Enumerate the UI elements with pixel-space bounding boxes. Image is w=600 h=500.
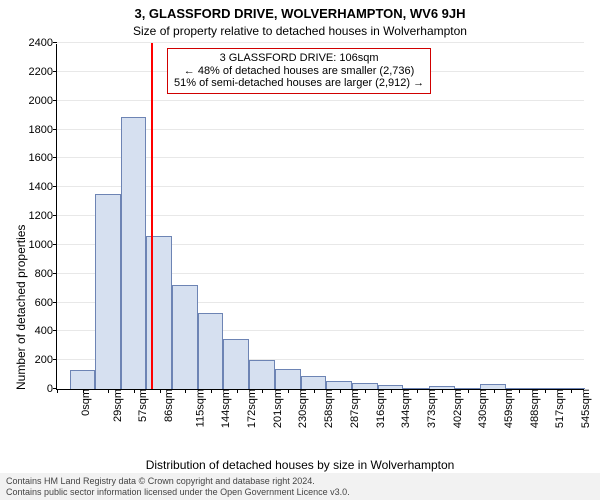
xtick-label: 201sqm bbox=[268, 389, 284, 428]
x-axis-label: Distribution of detached houses by size … bbox=[0, 458, 600, 472]
ytick-label: 2200 bbox=[29, 66, 57, 78]
ytick-label: 2400 bbox=[29, 37, 57, 49]
xtick-mark bbox=[211, 389, 212, 393]
xtick-mark bbox=[519, 389, 520, 393]
xtick-label: 517sqm bbox=[550, 389, 566, 428]
xtick-mark bbox=[288, 389, 289, 393]
xtick-mark bbox=[442, 389, 443, 393]
xtick-mark bbox=[262, 389, 263, 393]
xtick-mark bbox=[340, 389, 341, 393]
histogram-bar bbox=[249, 360, 275, 389]
xtick-label: 230sqm bbox=[294, 389, 310, 428]
ytick-label: 600 bbox=[35, 297, 57, 309]
xtick-label: 144sqm bbox=[217, 389, 233, 428]
histogram-bar bbox=[70, 370, 95, 389]
y-axis-label: Number of detached properties bbox=[14, 225, 28, 390]
xtick-label: 29sqm bbox=[108, 389, 124, 422]
histogram-bar bbox=[172, 285, 198, 389]
xtick-mark bbox=[237, 389, 238, 393]
annotation-line-2: ← 48% of detached houses are smaller (2,… bbox=[174, 65, 424, 78]
xtick-label: 316sqm bbox=[371, 389, 387, 428]
xtick-mark bbox=[83, 389, 84, 393]
xtick-mark bbox=[417, 389, 418, 393]
xtick-label: 488sqm bbox=[525, 389, 541, 428]
ytick-label: 1000 bbox=[29, 239, 57, 251]
histogram-bar bbox=[223, 339, 249, 389]
xtick-mark bbox=[391, 389, 392, 393]
histogram-bar bbox=[301, 376, 326, 389]
histogram-bar bbox=[198, 313, 223, 389]
xtick-label: 0sqm bbox=[76, 389, 92, 416]
xtick-label: 57sqm bbox=[133, 389, 149, 422]
xtick-label: 430sqm bbox=[473, 389, 489, 428]
xtick-mark bbox=[314, 389, 315, 393]
xtick-label: 545sqm bbox=[576, 389, 592, 428]
histogram-bar bbox=[326, 381, 352, 389]
xtick-mark bbox=[571, 389, 572, 393]
ytick-label: 1800 bbox=[29, 124, 57, 136]
ytick-label: 800 bbox=[35, 268, 57, 280]
xtick-label: 459sqm bbox=[499, 389, 515, 428]
gridline bbox=[57, 100, 584, 101]
ytick-label: 0 bbox=[47, 383, 57, 395]
xtick-label: 86sqm bbox=[159, 389, 175, 422]
xtick-label: 402sqm bbox=[448, 389, 464, 428]
footer-line2: Contains public sector information licen… bbox=[6, 487, 594, 497]
xtick-mark bbox=[494, 389, 495, 393]
chart-title-description: Size of property relative to detached ho… bbox=[0, 24, 600, 38]
histogram-bar bbox=[121, 117, 146, 389]
xtick-mark bbox=[160, 389, 161, 393]
histogram-bar bbox=[95, 194, 121, 389]
xtick-label: 172sqm bbox=[242, 389, 258, 428]
xtick-label: 373sqm bbox=[422, 389, 438, 428]
ytick-label: 1600 bbox=[29, 152, 57, 164]
xtick-mark bbox=[545, 389, 546, 393]
footer-line1: Contains HM Land Registry data © Crown c… bbox=[6, 476, 594, 486]
ytick-label: 1200 bbox=[29, 210, 57, 222]
attribution-footer: Contains HM Land Registry data © Crown c… bbox=[0, 473, 600, 500]
chart-title-address: 3, GLASSFORD DRIVE, WOLVERHAMPTON, WV6 9… bbox=[0, 6, 600, 21]
annotation-line-3: 51% of semi-detached houses are larger (… bbox=[174, 77, 424, 90]
annotation-line-1: 3 GLASSFORD DRIVE: 106sqm bbox=[174, 52, 424, 65]
xtick-mark bbox=[108, 389, 109, 393]
xtick-mark bbox=[468, 389, 469, 393]
ytick-label: 400 bbox=[35, 325, 57, 337]
xtick-mark bbox=[185, 389, 186, 393]
xtick-mark bbox=[57, 389, 58, 393]
ytick-label: 1400 bbox=[29, 181, 57, 193]
xtick-label: 115sqm bbox=[190, 389, 206, 427]
xtick-mark bbox=[365, 389, 366, 393]
annotation-box: 3 GLASSFORD DRIVE: 106sqm← 48% of detach… bbox=[167, 48, 431, 94]
xtick-label: 287sqm bbox=[345, 389, 361, 428]
gridline bbox=[57, 42, 584, 43]
ytick-label: 2000 bbox=[29, 95, 57, 107]
xtick-label: 344sqm bbox=[396, 389, 412, 428]
histogram-bar bbox=[275, 369, 301, 389]
reference-line bbox=[151, 43, 153, 389]
histogram-plot-area: 0200400600800100012001400160018002000220… bbox=[56, 44, 584, 390]
xtick-label: 258sqm bbox=[319, 389, 335, 428]
ytick-label: 200 bbox=[35, 354, 57, 366]
xtick-mark bbox=[134, 389, 135, 393]
